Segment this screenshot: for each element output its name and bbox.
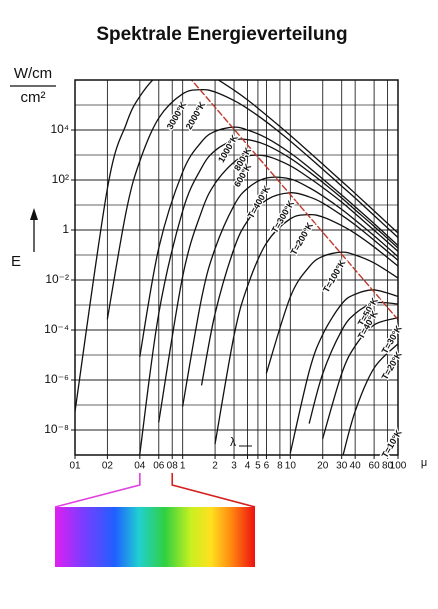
- curve: [75, 80, 398, 413]
- x-tick-label: 4: [245, 461, 251, 472]
- x-tick-label: 01: [69, 461, 81, 472]
- x-tick-label: 04: [134, 461, 146, 472]
- curve-label: T=30°K: [380, 323, 404, 355]
- curve: [182, 176, 398, 407]
- curve-label: T=400°K: [246, 184, 273, 220]
- curve: [265, 251, 398, 374]
- y-tick-label: 10⁻⁴: [44, 322, 69, 336]
- curve-label: T=20°K: [380, 349, 404, 381]
- curve: [200, 192, 398, 386]
- x-tick-label: 100: [390, 461, 407, 472]
- curve: [106, 88, 398, 320]
- x-tick-label: 1: [180, 461, 186, 472]
- curve-label: T=300°K: [269, 198, 296, 234]
- curve: [139, 126, 398, 358]
- x-unit: μ: [421, 457, 427, 469]
- x-tick-label: 08: [167, 461, 179, 472]
- curve: [158, 154, 398, 423]
- x-tick-label: 10: [285, 461, 297, 472]
- visible-spectrum: [55, 507, 255, 567]
- chart-title: Spektrale Energieverteilung: [96, 24, 347, 45]
- x-tick-label: 6: [264, 461, 270, 472]
- curve: [139, 138, 398, 455]
- spectrum-link: [54, 473, 141, 508]
- x-tick-label: 20: [317, 461, 329, 472]
- x-tick-label: 3: [231, 461, 237, 472]
- y-axis-arrowhead: [30, 208, 38, 220]
- curve: [308, 301, 398, 424]
- y-tick-label: 10⁻²: [45, 272, 69, 286]
- x-annotation: λ: [230, 435, 236, 449]
- wien-line: [190, 80, 398, 321]
- x-tick-label: 80: [382, 461, 394, 472]
- plot-frame: [74, 79, 399, 456]
- y-unit-numerator: W/cm: [14, 65, 52, 82]
- x-tick-label: 8: [277, 461, 283, 472]
- spectrum-links: [54, 473, 256, 508]
- curve-label: T=100°K: [321, 258, 348, 294]
- y-tick-label: 10²: [52, 172, 69, 186]
- y-tick-label: 10⁻⁶: [44, 372, 69, 386]
- x-tick-label: 30: [336, 461, 348, 472]
- curve: [342, 343, 398, 455]
- curve: [322, 317, 398, 440]
- x-tick-label: 2: [212, 461, 218, 472]
- y-axis-label: E: [11, 253, 21, 270]
- x-tick-label: 60: [369, 461, 381, 472]
- y-tick-label: 10⁻⁸: [44, 422, 69, 436]
- curves: [75, 80, 398, 455]
- x-tick-label: 06: [153, 461, 165, 472]
- spectrum-link: [171, 473, 256, 508]
- y-tick-label: 1: [62, 222, 69, 236]
- x-tick-label: 5: [255, 461, 261, 472]
- curve-label: 2000°K: [184, 100, 208, 132]
- x-tick-label: 02: [102, 461, 114, 472]
- x-tick-label: 40: [350, 461, 362, 472]
- curve: [289, 289, 398, 454]
- curve-label: T=200°K: [288, 220, 315, 256]
- y-tick-label: 10⁴: [50, 122, 69, 136]
- y-unit-denominator: cm²: [21, 89, 46, 106]
